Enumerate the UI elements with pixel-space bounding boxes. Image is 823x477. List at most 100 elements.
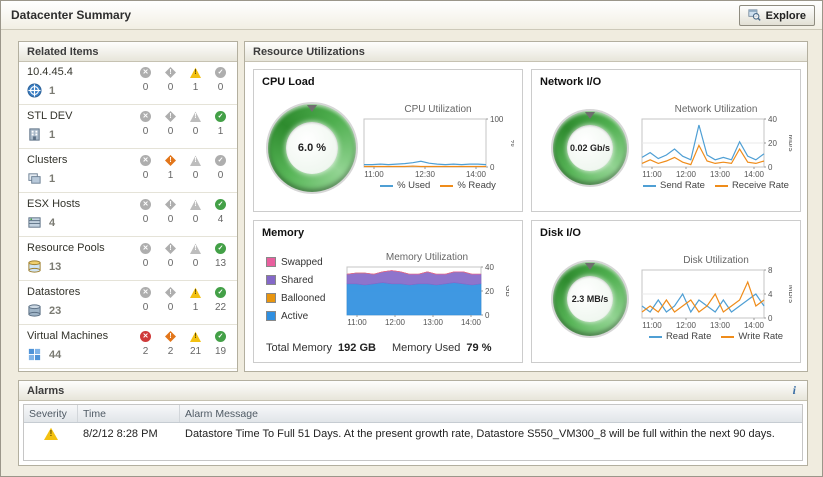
- svg-text:14:00: 14:00: [466, 170, 487, 178]
- legend-swatch-icon: [380, 184, 394, 187]
- alarm-message: Datastore Time To Full 51 Days. At the p…: [185, 427, 775, 440]
- svg-text:11:00: 11:00: [347, 318, 367, 326]
- svg-text:12:00: 12:00: [676, 321, 697, 329]
- related-item-label: STL DEV: [27, 110, 73, 122]
- critical-count: 0: [167, 301, 174, 313]
- related-items-header: Related Items: [19, 42, 237, 62]
- network-chart-legend: Send Rate Receive Rate: [643, 180, 789, 191]
- legend-label: % Ready: [457, 180, 496, 191]
- legend-swatch-icon: [440, 184, 454, 187]
- svg-text:100: 100: [490, 116, 504, 124]
- related-item-row[interactable]: Datastores ✕ ! ! ✓ 23 0 0 1 22: [19, 281, 237, 325]
- critical-count: 0: [167, 125, 174, 137]
- svg-text:0: 0: [485, 311, 490, 320]
- cpu-utilization-chart[interactable]: 0 100 11:00 12:30 14:00%: [362, 115, 518, 179]
- normal-status-icon: ✓: [215, 67, 226, 78]
- disk-chart-title: Disk Utilization: [683, 255, 749, 266]
- related-item-row[interactable]: Virtual Machines ✕ ! ! ✓ 44 2 2 21 19: [19, 325, 237, 369]
- disk-utilization-chart[interactable]: 0 4 8 11:00 12:00 13:00 14:00 MB/s: [640, 266, 796, 330]
- legend-label: Shared: [281, 274, 314, 286]
- alarms-title: Alarms: [27, 384, 65, 397]
- status-counts: 0 0 1 22: [133, 300, 233, 319]
- critical-count: 0: [167, 81, 174, 93]
- fatal-status-icon: ✕: [140, 155, 151, 166]
- fatal-status-icon: ✕: [140, 67, 151, 78]
- column-header-severity[interactable]: Severity: [24, 405, 78, 422]
- critical-count: 1: [167, 169, 174, 181]
- normal-count: 0: [217, 169, 224, 181]
- column-header-alarm-message[interactable]: Alarm Message: [185, 407, 258, 420]
- status-counts: 0 0 0 13: [133, 256, 233, 275]
- svg-text:%: %: [509, 139, 514, 146]
- memory-chart-legend: Swapped Shared Ballooned Active: [262, 257, 340, 322]
- network-utilization-chart[interactable]: 0 20 40 11:00 12:00 13:00 14:00 Mb/s: [640, 115, 796, 179]
- related-item-count: 23: [49, 304, 62, 317]
- network-io-gauge[interactable]: 0.02 Gb/s: [553, 110, 627, 185]
- info-icon[interactable]: i: [792, 383, 796, 397]
- explore-button[interactable]: Explore: [738, 5, 815, 26]
- warning-status-icon: !: [190, 331, 201, 342]
- critical-status-icon: !: [165, 199, 176, 210]
- disk-io-gauge[interactable]: 2.3 MB/s: [553, 261, 627, 336]
- legend-item: % Used: [380, 180, 430, 191]
- network-chart-title: Network Utilization: [674, 104, 758, 115]
- legend-swatch-icon: [721, 335, 735, 338]
- cpu-load-title: CPU Load: [262, 76, 315, 88]
- gauge-pointer-icon: [307, 104, 317, 112]
- cluster-icon: [27, 171, 42, 186]
- svg-text:0: 0: [490, 163, 495, 172]
- related-item-row[interactable]: STL DEV ✕ ! ! ✓ 1 0 0 0 1: [19, 105, 237, 149]
- svg-text:11:00: 11:00: [642, 321, 662, 329]
- column-header-time[interactable]: Time: [78, 405, 180, 422]
- related-item-row[interactable]: Resource Pools ✕ ! ! ✓ 13 0 0 0 13: [19, 237, 237, 281]
- related-item-count: 1: [49, 128, 56, 141]
- svg-text:8: 8: [768, 267, 773, 275]
- legend-item: Ballooned: [266, 293, 340, 304]
- alarms-table: Severity Time Alarm Message ! 8/2/12 8:2…: [23, 404, 803, 461]
- svg-text:14:00: 14:00: [744, 321, 765, 329]
- warning-count: 1: [192, 81, 199, 93]
- legend-item: Write Rate: [721, 331, 783, 342]
- alarms-rows: ! 8/2/12 8:28 PM Datastore Time To Full …: [24, 423, 802, 444]
- total-memory-label: Total Memory: [266, 341, 333, 354]
- gauge-pointer-icon: [585, 111, 595, 119]
- svg-text:11:00: 11:00: [364, 170, 384, 178]
- normal-status-icon: ✓: [215, 155, 226, 166]
- related-item-row[interactable]: Clusters ✕ ! ! ✓ 1 0 1 0 0: [19, 149, 237, 193]
- legend-label: Receive Rate: [731, 180, 789, 191]
- host-icon: [27, 215, 42, 230]
- svg-text:13:00: 13:00: [423, 318, 444, 326]
- resource-utilizations-title: Resource Utilizations: [253, 45, 365, 58]
- memory-title: Memory: [262, 227, 305, 239]
- related-item-row[interactable]: 10.4.45.4 ✕ ! ! ✓ 1 0 0 1 0: [19, 61, 237, 105]
- memory-utilization-chart[interactable]: 0 20 40 11:00 12:00 13:00 14:00 GB: [345, 263, 513, 327]
- legend-item: Read Rate: [648, 331, 711, 342]
- related-items-title: Related Items: [27, 45, 99, 58]
- legend-swatch-icon: [643, 184, 657, 187]
- normal-status-icon: ✓: [215, 287, 226, 298]
- status-icons: ✕ ! ! ✓: [133, 285, 233, 300]
- memory-panel: Memory Swapped Shared Ballooned Active Memo…: [253, 220, 523, 363]
- fatal-status-icon: ✕: [140, 199, 151, 210]
- status-icons: ✕ ! ! ✓: [133, 109, 233, 124]
- cpu-load-gauge[interactable]: 6.0 %: [268, 103, 356, 192]
- status-counts: 0 0 0 1: [133, 124, 233, 143]
- legend-swatch-icon: [266, 257, 276, 267]
- normal-count: 4: [217, 213, 224, 225]
- status-counts: 2 2 21 19: [133, 344, 233, 363]
- datastore-icon: [27, 303, 42, 318]
- resource-utilizations-grid: CPU Load 6.0 % CPU Utilization 0 100 11:00…: [245, 61, 807, 371]
- related-item-label: Datastores: [27, 286, 81, 298]
- critical-count: 0: [167, 257, 174, 269]
- explore-button-label: Explore: [765, 9, 806, 22]
- normal-count: 1: [217, 125, 224, 137]
- normal-status-icon: ✓: [215, 331, 226, 342]
- related-item-row[interactable]: ESX Hosts ✕ ! ! ✓ 4 0 0 0 4: [19, 193, 237, 237]
- alarm-row[interactable]: ! 8/2/12 8:28 PM Datastore Time To Full …: [24, 423, 802, 444]
- legend-swatch-icon: [648, 335, 662, 338]
- cpu-chart-title: CPU Utilization: [404, 104, 472, 115]
- legend-label: Active: [281, 310, 309, 322]
- resource-utilizations-panel: Resource Utilizations CPU Load 6.0 % CPU…: [244, 41, 808, 372]
- related-item-label: Clusters: [27, 154, 68, 166]
